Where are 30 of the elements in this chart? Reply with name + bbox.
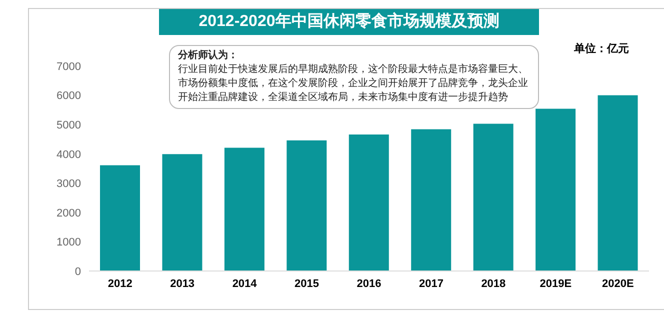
text: 分析师认为： xyxy=(178,49,239,63)
y-tick-label: 5000 xyxy=(56,119,81,132)
bar xyxy=(348,134,389,271)
y-tick-label: 7000 xyxy=(56,60,81,73)
x-tick-label: 2013 xyxy=(170,278,195,290)
chart-title: 2012-2020年中国休闲零食市场规模及预测 xyxy=(159,9,539,35)
x-tick-label: 2018 xyxy=(481,278,506,290)
bar xyxy=(224,148,264,271)
x-tick-label: 2017 xyxy=(418,278,444,290)
x-tick-label: 2014 xyxy=(232,278,258,290)
x-tick-label: 2019E xyxy=(540,278,572,290)
bar xyxy=(411,129,452,271)
bar xyxy=(473,124,514,271)
bar xyxy=(598,95,638,271)
annotation: 行业目前处于快速发展后的早期成熟阶段，这个阶段最大特点是市场容量巨大、市场份额集中度低，在这个发展阶段，企业之间开始展开了品牌竞争，龙头企业开始注重品牌建设，全渠道全区域布局，未来市场集中度有进一步提升趋势 xyxy=(178,63,529,105)
y-tick-label: 2000 xyxy=(56,207,81,220)
text: 单位：亿元 xyxy=(574,42,629,56)
x-tick-label: 2016 xyxy=(356,278,382,290)
y-tick-label: 4000 xyxy=(56,148,81,161)
x-tick-label: 2012 xyxy=(108,278,132,290)
bar xyxy=(286,140,327,271)
x-tick-label: 2020E xyxy=(602,278,634,290)
y-tick-label: 0 xyxy=(74,266,81,278)
y-tick-label: 6000 xyxy=(56,90,81,102)
bar xyxy=(162,154,202,271)
x-tick-label: 2015 xyxy=(294,278,320,290)
bar xyxy=(536,108,576,271)
y-tick-label: 1000 xyxy=(56,236,81,249)
bar xyxy=(100,165,140,271)
y-tick-label: 3000 xyxy=(56,178,81,190)
